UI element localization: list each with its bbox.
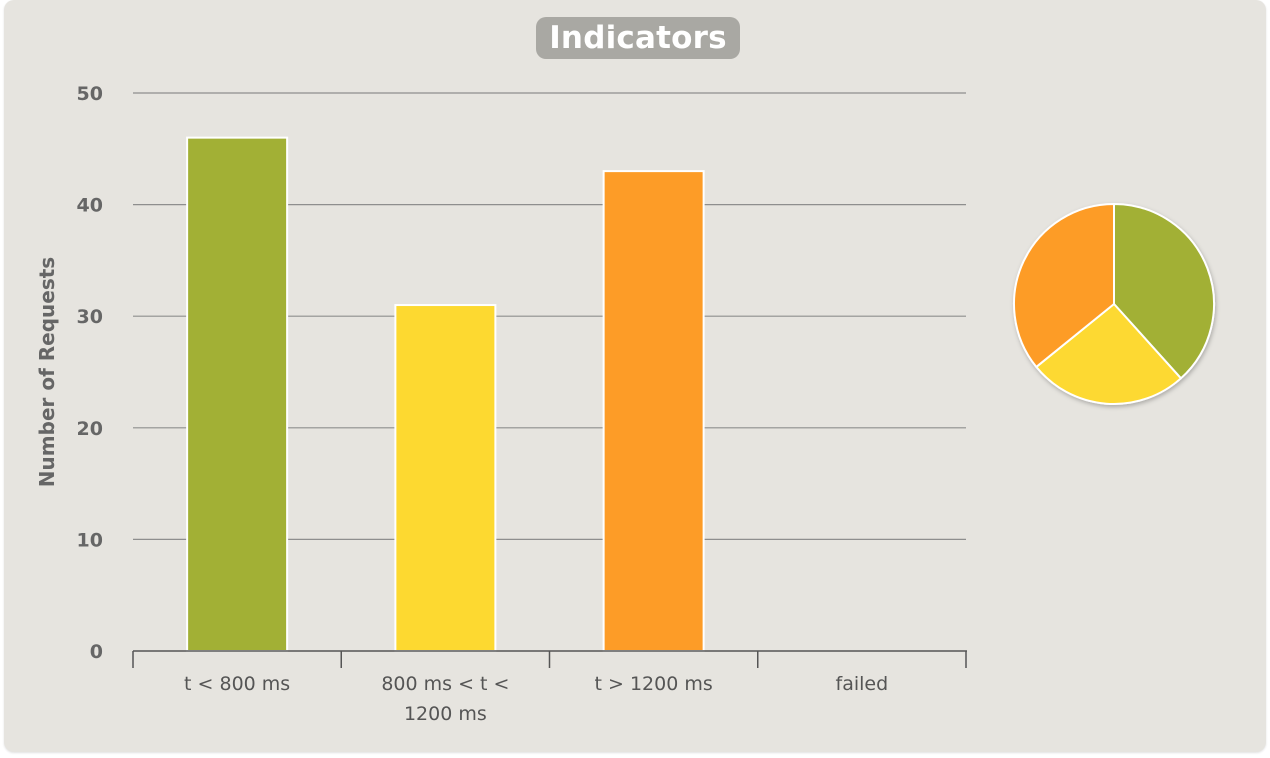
x-tick-label: t < 800 ms [184,673,290,695]
bar [394,304,497,652]
x-axis [132,650,967,668]
x-tick-labels: t < 800 ms 800 ms < t <1200 ms t > 1200 ms… [184,673,888,725]
chart-title: Indicators [536,17,740,59]
y-tick-labels: 0 10 20 30 40 50 [77,83,103,663]
x-tick-label: t > 1200 ms [595,673,713,695]
x-tick-label: 800 ms < t <1200 ms [381,673,509,725]
bar [602,170,705,652]
pie-slice [1013,203,1115,368]
y-tick-label: 30 [77,306,103,328]
pie-chart [1013,203,1215,405]
y-tick-label: 50 [77,83,103,105]
pie-slice [1035,303,1182,405]
y-tick-label: 20 [77,418,103,440]
y-tick-label: 0 [90,641,103,663]
y-axis-label: Number of Requests [35,257,59,487]
x-tick-label: failed [836,673,889,695]
pie-slice [1113,203,1215,380]
bar [186,136,289,652]
y-tick-label: 10 [77,529,103,551]
y-tick-label: 40 [77,195,103,217]
bars [186,136,705,652]
